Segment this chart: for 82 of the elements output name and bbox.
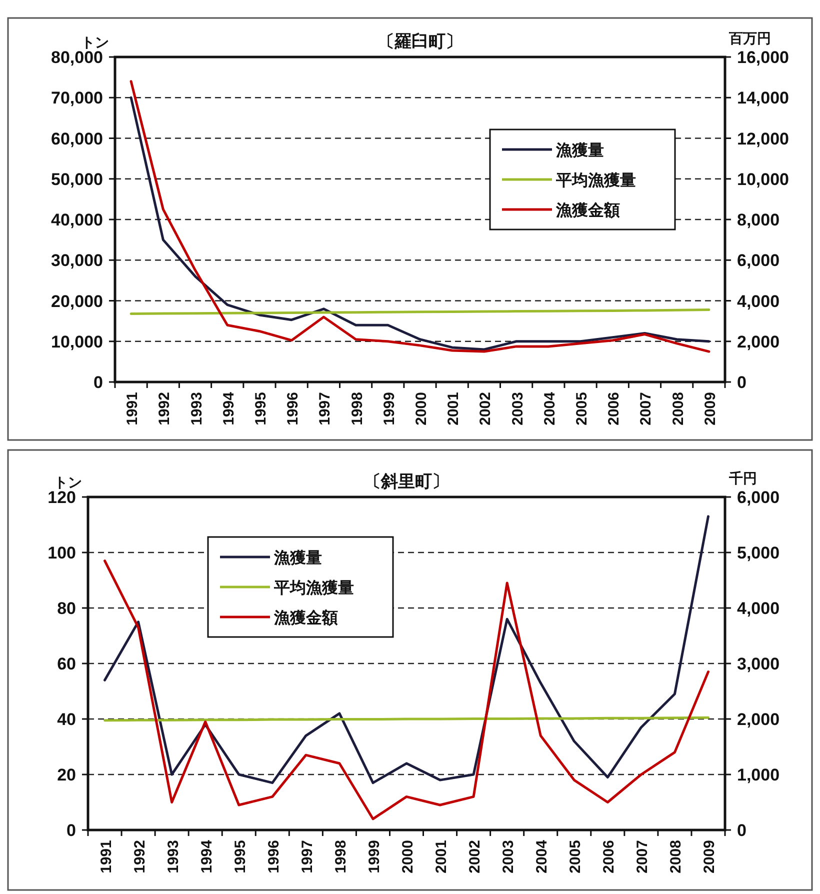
x-tick-label: 1996 xyxy=(265,840,282,874)
x-tick-label: 2004 xyxy=(541,391,558,426)
x-tick-label: 2005 xyxy=(574,392,591,426)
x-tick-label: 2008 xyxy=(668,840,685,874)
y-axis-title: トン xyxy=(81,34,109,50)
y-tick-label: 100 xyxy=(48,544,76,562)
chart-title: 〔斜里町〕 xyxy=(364,472,449,491)
y2-tick-label: 2,000 xyxy=(737,332,780,352)
x-tick-label: 1996 xyxy=(284,392,302,426)
y2-tick-label: 0 xyxy=(737,373,746,392)
y2-tick-label: 1,000 xyxy=(737,766,780,784)
x-tick-label: 1998 xyxy=(332,840,350,874)
legend-label: 漁獲金額 xyxy=(555,202,620,220)
y2-tick-label: 3,000 xyxy=(737,654,780,674)
x-tick-label: 1998 xyxy=(348,392,366,426)
y2-axis-title: 千円 xyxy=(728,470,757,486)
y-tick-label: 60,000 xyxy=(51,129,103,148)
x-tick-label: 2009 xyxy=(702,392,719,426)
x-tick-label: 2002 xyxy=(466,840,484,874)
y-tick-label: 50,000 xyxy=(51,170,103,189)
x-tick-label: 2003 xyxy=(500,840,518,874)
legend-label: 平均漁獲量 xyxy=(555,172,636,190)
x-tick-label: 1992 xyxy=(131,840,148,874)
y2-tick-label: 6,000 xyxy=(737,251,780,270)
x-tick-label: 2007 xyxy=(634,840,652,874)
x-tick-label: 2001 xyxy=(445,392,462,426)
x-tick-label: 2006 xyxy=(600,840,618,874)
x-tick-label: 1994 xyxy=(220,391,238,426)
x-tick-label: 1991 xyxy=(124,392,142,426)
x-tick-label: 2005 xyxy=(567,840,584,874)
y2-tick-label: 14,000 xyxy=(737,88,789,108)
y2-tick-label: 6,000 xyxy=(737,488,780,507)
y-tick-label: 40 xyxy=(57,710,76,729)
y-tick-label: 0 xyxy=(94,373,103,392)
y-tick-label: 10,000 xyxy=(51,332,103,352)
y2-tick-label: 2,000 xyxy=(737,710,780,729)
y2-tick-label: 8,000 xyxy=(737,210,780,230)
x-tick-label: 1997 xyxy=(316,392,334,426)
x-tick-label: 2001 xyxy=(433,840,450,874)
chart-title: 〔羅臼町〕 xyxy=(378,32,462,51)
x-tick-label: 1992 xyxy=(156,392,174,426)
legend-label: 平均漁獲量 xyxy=(273,579,354,597)
y2-tick-label: 16,000 xyxy=(737,48,789,67)
x-tick-label: 2002 xyxy=(477,392,494,426)
legend-label: 漁獲量 xyxy=(273,549,322,567)
y2-tick-label: 0 xyxy=(737,821,746,840)
y2-axis-title: 百万円 xyxy=(728,30,771,46)
x-tick-label: 1991 xyxy=(98,840,115,874)
y-tick-label: 80,000 xyxy=(51,48,103,67)
x-tick-label: 2000 xyxy=(400,840,416,874)
y2-tick-label: 12,000 xyxy=(737,129,789,148)
x-tick-label: 1993 xyxy=(164,840,182,874)
y2-tick-label: 4,000 xyxy=(737,599,780,618)
y-tick-label: 20 xyxy=(57,766,76,784)
x-tick-label: 2000 xyxy=(413,392,430,426)
x-tick-label: 2008 xyxy=(670,392,687,426)
x-tick-label: 1995 xyxy=(252,392,270,426)
x-tick-label: 2007 xyxy=(638,392,655,426)
y-tick-label: 120 xyxy=(48,488,76,507)
x-tick-label: 2006 xyxy=(606,392,623,426)
y-tick-label: 20,000 xyxy=(51,292,103,311)
y-tick-label: 60 xyxy=(57,654,76,674)
legend-label: 漁獲量 xyxy=(555,142,604,160)
x-tick-label: 1999 xyxy=(366,840,383,874)
y2-tick-label: 4,000 xyxy=(737,292,780,311)
y-tick-label: 0 xyxy=(66,821,76,840)
y-axis-title: トン xyxy=(54,474,82,490)
x-tick-label: 1993 xyxy=(188,392,206,426)
x-tick-label: 1995 xyxy=(232,840,249,874)
y2-tick-label: 5,000 xyxy=(737,544,780,562)
legend-label: 漁獲金額 xyxy=(273,609,338,627)
y-tick-label: 80 xyxy=(57,599,76,618)
x-tick-label: 2009 xyxy=(701,840,718,874)
x-tick-label: 1997 xyxy=(298,840,316,874)
x-tick-label: 2003 xyxy=(509,392,526,426)
x-tick-label: 1994 xyxy=(198,839,216,874)
x-tick-label: 2004 xyxy=(534,839,551,874)
y-tick-label: 30,000 xyxy=(51,251,103,270)
y2-tick-label: 10,000 xyxy=(737,170,789,189)
y-tick-label: 40,000 xyxy=(51,210,103,230)
x-tick-label: 1999 xyxy=(380,392,398,426)
y-tick-label: 70,000 xyxy=(51,88,103,108)
